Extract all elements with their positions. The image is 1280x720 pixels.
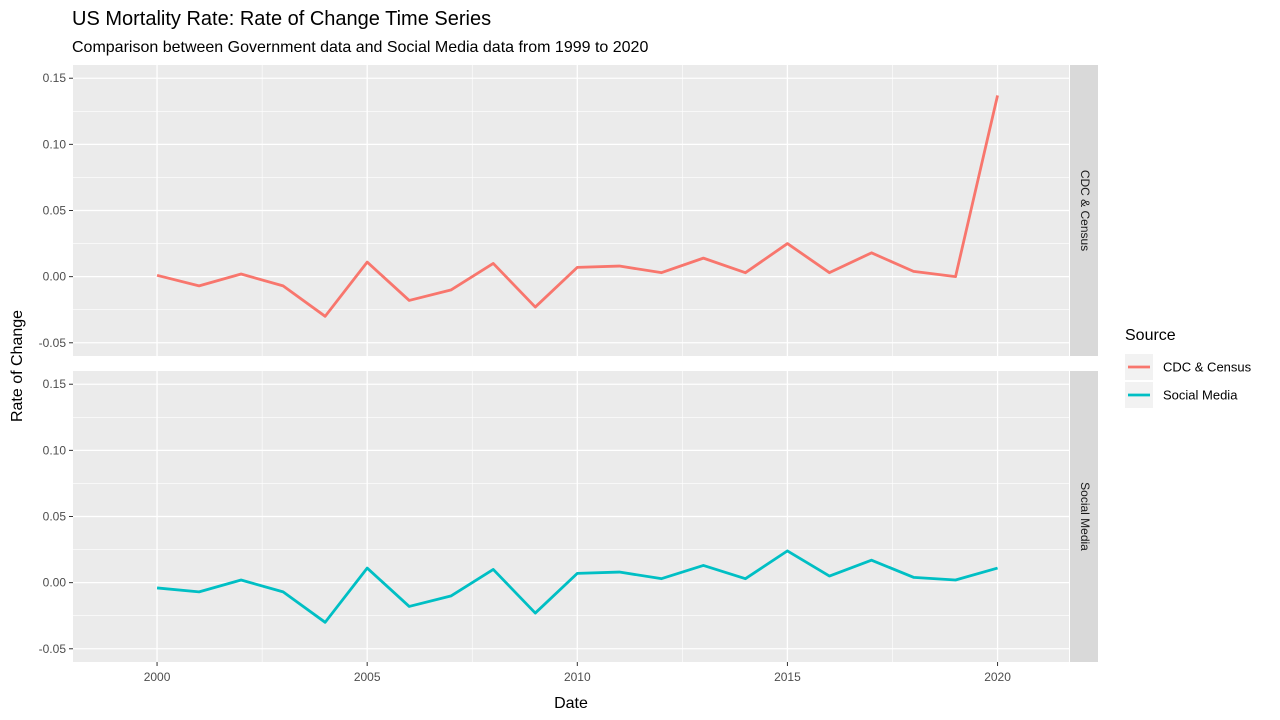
x-tick-label: 2005 — [354, 670, 381, 684]
y-tick-label: 0.05 — [43, 510, 67, 524]
legend-items: CDC & Census Social Media — [1125, 354, 1252, 408]
y-tick-label: 0.05 — [43, 204, 67, 218]
facet-panel-1: -0.05 0.00 0.05 0.10 0.15 CDC & Census — [39, 65, 1098, 356]
facet-strip-label: CDC & Census — [1078, 170, 1092, 251]
x-axis: 2000 2005 2010 2015 2020 — [144, 662, 1011, 684]
y-tick-label: 0.00 — [43, 270, 67, 284]
legend-title: Source — [1125, 327, 1176, 344]
y-tick-label: 0.15 — [43, 377, 67, 391]
y-tick-label: 0.00 — [43, 576, 67, 590]
facet-strip — [1070, 371, 1098, 662]
series-line-2 — [156, 549, 998, 624]
y-tick-label: -0.05 — [39, 336, 67, 350]
y-tick-label: 0.10 — [43, 137, 67, 151]
facet-panels: -0.05 0.00 0.05 0.10 0.15 CDC & Census -0.05 0.… — [39, 65, 1098, 662]
y-tick-label: 0.15 — [43, 71, 67, 85]
chart-subtitle: Comparison between Government data and S… — [72, 39, 648, 56]
facet-panel-2: -0.05 0.00 0.05 0.10 0.15 Social Media — [39, 371, 1098, 662]
legend-label: CDC & Census — [1163, 360, 1252, 375]
legend: Source CDC & Census Social Media — [1125, 327, 1252, 408]
x-axis-title: Date — [554, 695, 588, 712]
legend-label: Social Media — [1163, 388, 1238, 403]
series-line-1 — [156, 95, 999, 318]
x-tick-label: 2010 — [564, 670, 591, 684]
facet-strip — [1070, 65, 1098, 356]
facet-strip-label: Social Media — [1078, 482, 1092, 551]
x-tick-label: 2020 — [984, 670, 1011, 684]
x-tick-label: 2015 — [774, 670, 801, 684]
y-axis-title: Rate of Change — [9, 310, 26, 422]
y-tick-label: -0.05 — [39, 642, 67, 656]
x-tick-label: 2000 — [144, 670, 171, 684]
chart-title: US Mortality Rate: Rate of Change Time S… — [72, 8, 491, 30]
y-tick-label: 0.10 — [43, 443, 67, 457]
legend-item-2: Social Media — [1125, 382, 1238, 408]
legend-item-1: CDC & Census — [1125, 354, 1252, 380]
